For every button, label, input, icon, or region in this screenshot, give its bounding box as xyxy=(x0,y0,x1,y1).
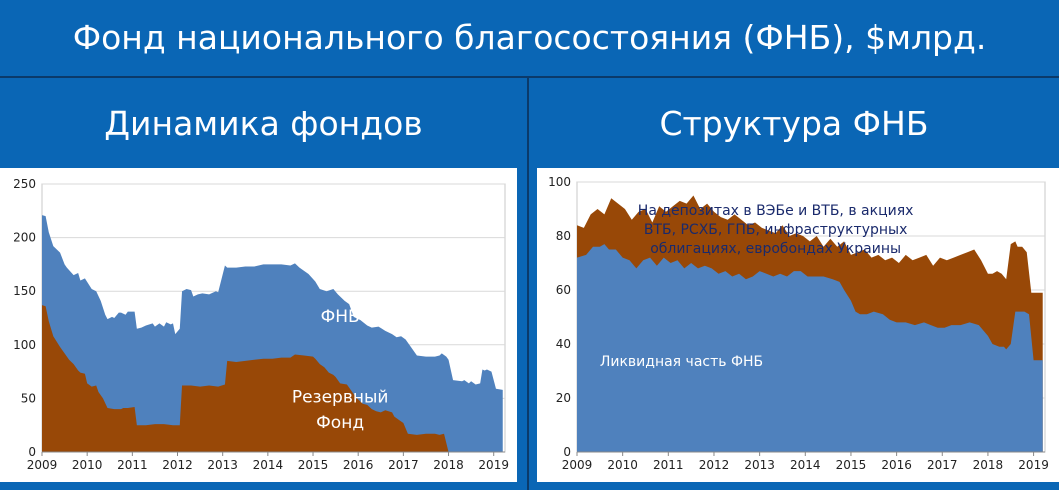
x-tick-label: 2016 xyxy=(881,458,912,472)
x-tick-label: 2013 xyxy=(207,458,238,472)
x-tick-label: 2013 xyxy=(744,458,775,472)
x-tick-label: 2018 xyxy=(433,458,464,472)
annotation-label: Ликвидная часть ФНБ xyxy=(600,354,763,370)
y-tick-label: 100 xyxy=(548,175,571,189)
y-tick-label: 50 xyxy=(21,391,36,405)
chart-svg-structure: 0 20 40 60 80 100 2009 2010 2011 2012 2013 2014 2015… xyxy=(548,175,1049,472)
right-panel-title: Структура ФНБ xyxy=(659,104,929,143)
y-tick-label: 40 xyxy=(556,337,571,351)
x-tick-label: 2010 xyxy=(607,458,638,472)
x-tick-label: 2019 xyxy=(1018,458,1049,472)
x-tick-label: 2018 xyxy=(973,458,1004,472)
series-area-0 xyxy=(42,215,503,452)
annotation-label: ФНБ xyxy=(321,307,360,327)
x-tick-label: 2015 xyxy=(836,458,867,472)
x-tick-label: 2019 xyxy=(478,458,509,472)
title-divider xyxy=(0,76,1059,78)
chart-svg-funds: 0 50 100 150 200 250 2009 2010 2011 2012 2013 2014 2… xyxy=(13,177,509,472)
annotation-label: Резервный xyxy=(292,387,389,407)
x-tick-label: 2017 xyxy=(388,458,419,472)
panel-divider xyxy=(527,76,529,490)
x-tick-label: 2011 xyxy=(117,458,148,472)
x-tick-label: 2015 xyxy=(298,458,329,472)
x-tick-label: 2009 xyxy=(562,458,593,472)
y-tick-label: 80 xyxy=(556,229,571,243)
series-area-0 xyxy=(577,244,1043,452)
series-area-1 xyxy=(42,305,503,452)
page-title: Фонд национального благосостояния (ФНБ),… xyxy=(72,18,987,57)
y-tick-label: 60 xyxy=(556,283,571,297)
y-tick-label: 200 xyxy=(13,231,36,245)
x-tick-label: 2014 xyxy=(790,458,821,472)
y-tick-label: 20 xyxy=(556,391,571,405)
annotation-label: облигациях, евробондах Украины xyxy=(650,241,901,257)
y-tick-label: 0 xyxy=(28,445,36,459)
x-tick-label: 2014 xyxy=(253,458,284,472)
annotation-label: ВТБ, РСХБ, ГПБ, инфраструктурных xyxy=(644,222,908,238)
left-panel-title: Динамика фондов xyxy=(104,104,423,143)
y-tick-label: 0 xyxy=(563,445,571,459)
y-tick-label: 250 xyxy=(13,177,36,191)
x-tick-label: 2012 xyxy=(162,458,193,472)
x-tick-label: 2010 xyxy=(72,458,103,472)
annotation-label: Фонд xyxy=(316,413,364,433)
chart-nwf-structure: 0 20 40 60 80 100 2009 2010 2011 2012 2013 2014 2015… xyxy=(537,168,1059,482)
x-tick-label: 2011 xyxy=(653,458,684,472)
y-tick-label: 150 xyxy=(13,284,36,298)
annotation-label: На депозитах в ВЭБе и ВТБ, в акциях xyxy=(638,203,914,219)
x-tick-label: 2009 xyxy=(27,458,58,472)
x-tick-label: 2012 xyxy=(699,458,730,472)
y-tick-label: 100 xyxy=(13,338,36,352)
x-tick-label: 2017 xyxy=(927,458,958,472)
x-tick-label: 2016 xyxy=(343,458,374,472)
chart-funds-dynamics: 0 50 100 150 200 250 2009 2010 2011 2012 2013 2014 2… xyxy=(0,168,517,482)
